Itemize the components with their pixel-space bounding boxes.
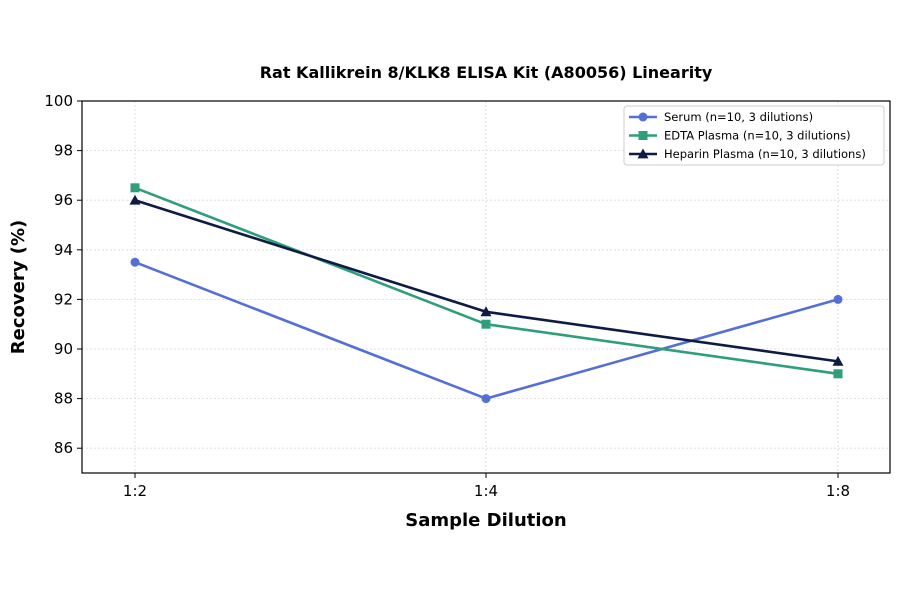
legend-marker [638, 112, 648, 122]
y-tick-label: 98 [54, 142, 73, 160]
x-tick-label: 1:2 [123, 482, 147, 500]
legend: Serum (n=10, 3 dilutions) EDTA Plasma (n=… [623, 105, 885, 166]
series-line [134, 260, 839, 400]
data-point [129, 194, 141, 205]
legend-item: EDTA Plasma (n=10, 3 dilutions) [629, 129, 851, 143]
x-tick-label: 1:8 [826, 482, 850, 500]
series-line [134, 198, 839, 363]
y-tick-label: 86 [54, 439, 73, 457]
data-point [481, 319, 491, 329]
legend-label: Heparin Plasma (n=10, 3 dilutions) [664, 147, 866, 161]
y-tick-label: 94 [54, 241, 73, 259]
legend-item: Serum (n=10, 3 dilutions) [629, 110, 813, 124]
series-triangle [129, 194, 844, 366]
legend-marker [637, 148, 649, 159]
x-tick-label: 1:4 [474, 482, 498, 500]
data-point [481, 394, 491, 404]
data-point [832, 355, 844, 366]
y-tick-label: 90 [54, 340, 73, 358]
series-square [130, 183, 843, 379]
x-axis: 1:2 1:4 1:8 [123, 473, 850, 500]
data-point [833, 294, 843, 304]
y-tick-label: 100 [44, 92, 73, 110]
y-tick-label: 92 [54, 290, 73, 308]
y-tick-label: 88 [54, 390, 73, 408]
data-point [130, 257, 140, 267]
data-point [130, 183, 140, 193]
data-point [833, 369, 843, 379]
data-point [480, 306, 492, 317]
legend-box [623, 105, 885, 166]
y-tick-label: 96 [54, 191, 73, 209]
series-layer [129, 183, 844, 404]
legend-label: EDTA Plasma (n=10, 3 dilutions) [664, 129, 851, 143]
legend-marker [638, 131, 648, 140]
legend-item: Heparin Plasma (n=10, 3 dilutions) [629, 147, 866, 161]
x-axis-label: Sample Dilution [405, 510, 566, 531]
chart-title: Rat Kallikrein 8/KLK8 ELISA Kit (A80056)… [260, 63, 713, 82]
y-axis-label: Recovery (%) [8, 220, 29, 354]
series-circle [130, 257, 843, 404]
legend-label: Serum (n=10, 3 dilutions) [664, 110, 813, 124]
y-axis: 86 88 90 92 94 96 98 100 [44, 92, 82, 457]
